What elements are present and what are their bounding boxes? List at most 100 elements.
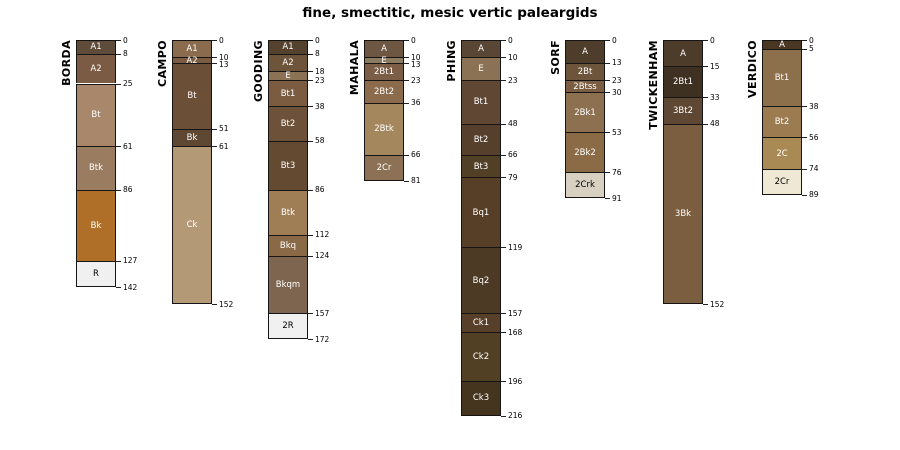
profile-name: CAMPO <box>156 40 169 87</box>
depth-tick <box>404 154 409 156</box>
horizon-label: Bt2 <box>774 117 790 128</box>
depth-tick <box>212 40 217 41</box>
depth-tick <box>116 83 121 85</box>
horizon: Ck <box>172 146 212 305</box>
horizon-label: E <box>381 55 387 66</box>
profile-column: A1 A2 Bt Bk Ck 0 10 13 51 61 152 <box>172 36 233 308</box>
horizon: A <box>762 40 802 49</box>
horizon-label: A1 <box>282 42 294 53</box>
horizon: 3Bk <box>663 123 703 305</box>
horizon-label: 2Bt1 <box>673 77 693 87</box>
depth-label: 38 <box>809 101 819 111</box>
horizon: 2Cr <box>762 168 802 195</box>
depth-label: 61 <box>123 141 133 151</box>
depth-label: 5 <box>809 44 814 54</box>
horizon-label: A <box>582 46 588 57</box>
horizon: A1 <box>268 40 308 54</box>
depth-tick <box>501 415 506 417</box>
horizon: Bk <box>172 128 212 147</box>
depth-label: 48 <box>710 119 720 129</box>
depth-tick <box>404 102 409 104</box>
profile-column: A1 A2 Bt Btk Bk R 0 8 25 61 86 127 142 <box>76 36 137 291</box>
depth-label: 86 <box>315 185 325 195</box>
depth-label: 142 <box>123 282 138 292</box>
horizon: Bq1 <box>461 177 501 248</box>
horizon-label: 2Bt2 <box>374 86 394 97</box>
depth-tick <box>802 48 807 50</box>
depth-label: 25 <box>123 79 133 88</box>
horizon: Bt <box>172 62 212 129</box>
horizon: 2C <box>762 137 802 169</box>
horizon-label: 2Btk <box>374 123 394 134</box>
depth-label: 53 <box>612 127 622 137</box>
profile-name: TWICKENHAM <box>647 40 660 130</box>
horizon-label: A2 <box>282 57 294 68</box>
depth-tick <box>703 304 708 306</box>
depth-tick <box>404 62 409 64</box>
horizon: Bt <box>76 83 116 147</box>
depth-label: 0 <box>219 35 224 45</box>
depth-tick <box>605 92 610 94</box>
depth-tick <box>308 140 313 142</box>
depth-label: 33 <box>710 92 720 102</box>
profile-column: A 2Bt1 3Bt2 3Bk 0 15 33 48 152 <box>663 36 724 308</box>
depth-label: 10 <box>219 52 229 62</box>
depth-label: 48 <box>508 119 518 129</box>
profile-name: PHING <box>445 40 458 82</box>
horizon: Bq2 <box>461 247 501 314</box>
horizon: Ck2 <box>461 332 501 382</box>
horizon: Ck1 <box>461 313 501 333</box>
profile-name: BORDA <box>60 40 73 86</box>
horizon-label: Bk <box>186 132 198 143</box>
depth-label: 0 <box>710 35 715 45</box>
depth-tick <box>802 106 807 108</box>
depth-tick <box>404 40 409 41</box>
horizon: Btk <box>268 189 308 235</box>
profile-column: A Bt1 Bt2 2C 2Cr 0 5 38 56 74 89 <box>762 36 819 198</box>
horizon: 2Bt2 <box>364 80 404 103</box>
horizon-label: 2Bk1 <box>574 107 596 118</box>
depth-label: 0 <box>809 35 814 45</box>
profile-name: MAHALA <box>348 40 361 96</box>
depth-tick <box>501 313 506 315</box>
horizon: A <box>364 40 404 58</box>
horizon-label: Bt2 <box>280 118 296 129</box>
horizon-label: A <box>779 39 785 50</box>
depth-label: 76 <box>612 167 622 177</box>
depth-label: 0 <box>508 35 513 45</box>
depth-label: 152 <box>219 299 234 309</box>
horizon-label: A1 <box>90 42 102 53</box>
horizon: A2 <box>172 56 212 64</box>
depth-tick <box>605 172 610 174</box>
depth-label: 112 <box>315 230 330 240</box>
depth-label: 13 <box>219 60 229 70</box>
horizon-label: Bkqm <box>275 279 301 290</box>
depth-tick <box>308 339 313 341</box>
depth-tick <box>501 381 506 383</box>
depth-label: 8 <box>123 49 128 59</box>
depth-label: 157 <box>508 308 523 318</box>
depth-tick <box>605 62 610 64</box>
profile-name: VERDICO <box>746 40 759 98</box>
horizon-label: Bk <box>90 220 102 231</box>
depth-tick <box>501 332 506 334</box>
depth-tick <box>404 80 409 82</box>
depth-label: 56 <box>809 132 819 142</box>
horizon-label: 3Bk <box>674 208 692 219</box>
horizon: 3Bt2 <box>663 97 703 124</box>
horizon-label: A <box>381 43 387 54</box>
horizon-label: 2Bk2 <box>574 147 596 158</box>
horizon-label: Bt <box>91 110 101 121</box>
horizon: 2Cr <box>364 154 404 181</box>
depth-tick <box>116 146 121 148</box>
depth-label: 13 <box>411 60 421 70</box>
depth-label: 216 <box>508 411 523 421</box>
horizon: 2Crk <box>565 172 605 199</box>
depth-tick <box>212 62 217 64</box>
depth-label: 89 <box>809 190 819 200</box>
depth-tick <box>802 168 807 170</box>
depth-label: 38 <box>315 101 325 111</box>
horizon: 2Bt <box>565 62 605 80</box>
depth-label: 23 <box>315 75 325 85</box>
depth-label: 58 <box>315 136 325 146</box>
